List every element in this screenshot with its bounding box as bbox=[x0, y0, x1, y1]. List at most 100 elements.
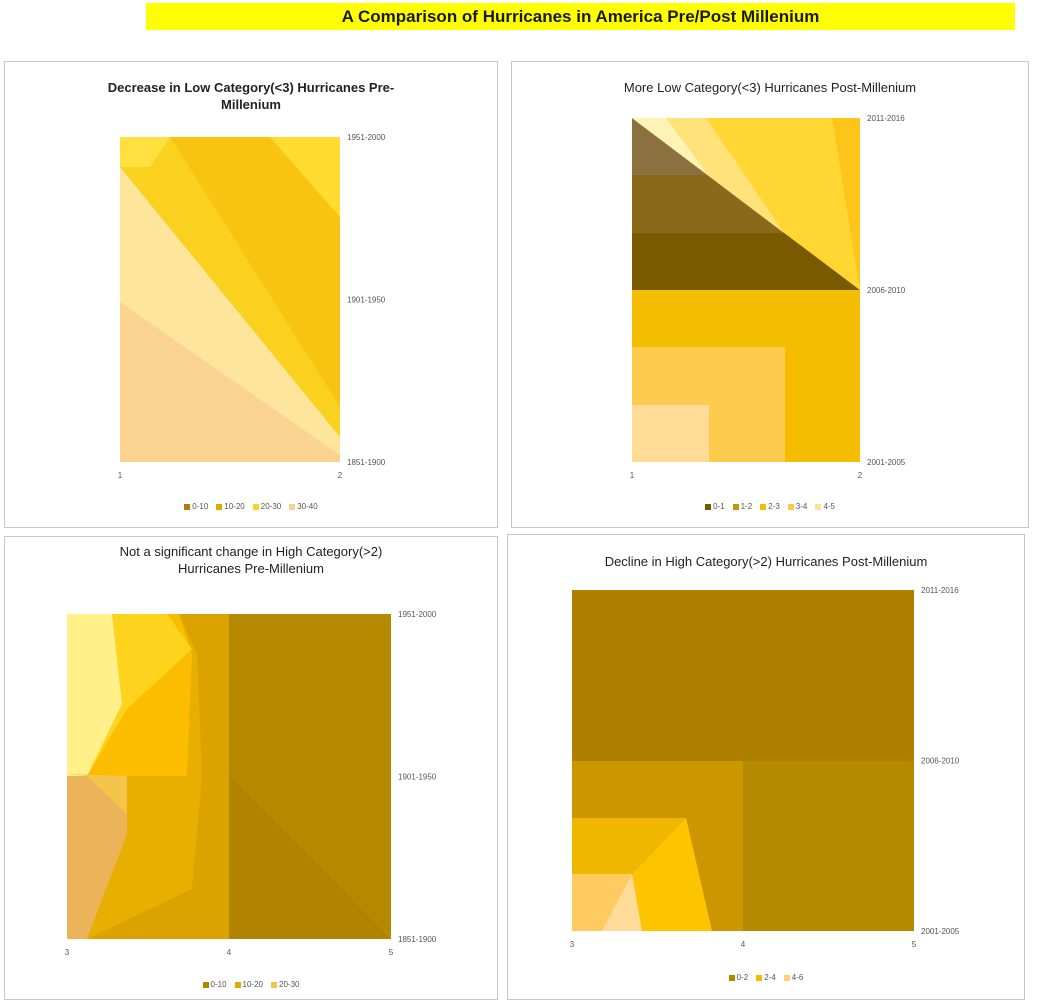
chart-legend: 0-1 1-2 2-3 3-4 4-5 bbox=[512, 502, 1028, 511]
y-tick-label: 2006-2010 bbox=[921, 757, 960, 766]
legend-label: 10-20 bbox=[242, 980, 263, 989]
legend-label: 2-3 bbox=[768, 502, 780, 511]
legend-label: 0-10 bbox=[210, 980, 227, 989]
x-tick-label: 3 bbox=[65, 948, 70, 957]
x-tick-label: 1 bbox=[118, 471, 123, 480]
y-tick-label: 1901-1950 bbox=[398, 773, 437, 782]
legend-swatch bbox=[756, 974, 763, 981]
chart-plot: 3 4 5 1851-1900 1901-1950 1951-2000 bbox=[65, 610, 437, 957]
chart-title: Decline in High Category(>2) Hurricanes … bbox=[604, 554, 928, 569]
chart-legend: 0-10 10-20 20-30 30-40 bbox=[5, 502, 497, 511]
legend-swatch bbox=[289, 503, 296, 510]
legend-swatch bbox=[815, 503, 822, 510]
legend-swatch bbox=[252, 503, 259, 510]
x-tick-label: 2 bbox=[338, 471, 343, 480]
x-tick-label: 1 bbox=[630, 471, 635, 480]
chart-panel-low-post: More Low Category(<3) Hurricanes Post-Mi… bbox=[511, 61, 1029, 528]
chart-panel-high-pre: Not a significant change in High Categor… bbox=[4, 536, 498, 1000]
contour-region bbox=[632, 818, 712, 931]
legend-label: 1-2 bbox=[740, 502, 753, 511]
y-tick-label: 2011-2016 bbox=[867, 114, 905, 123]
y-tick-label: 1851-1900 bbox=[347, 458, 386, 467]
chart-plot: 1 2 2001-2005 2006-2010 2011-2016 bbox=[630, 114, 906, 480]
legend-item: 1-2 bbox=[732, 502, 753, 511]
legend-swatch bbox=[760, 503, 767, 510]
chart-plot: 1 2 1851-1900 1901-1950 1951-2000 bbox=[118, 133, 386, 480]
chart-title: Not a significant change in High Categor… bbox=[119, 544, 383, 576]
y-tick-label: 2006-2010 bbox=[867, 286, 906, 295]
legend-item: 4-6 bbox=[783, 973, 804, 982]
legend-swatch bbox=[787, 503, 794, 510]
y-tick-label: 1851-1900 bbox=[398, 935, 437, 944]
legend-swatch bbox=[271, 981, 277, 988]
y-tick-label: 2001-2005 bbox=[921, 927, 960, 936]
legend-swatch bbox=[234, 981, 241, 988]
legend-item: 20-30 bbox=[252, 502, 282, 511]
contour-region bbox=[632, 118, 708, 175]
contour-region bbox=[67, 774, 127, 814]
contour-region bbox=[120, 137, 170, 167]
x-tick-label: 4 bbox=[741, 940, 746, 949]
legend-label: 2-4 bbox=[764, 973, 776, 982]
legend-swatch bbox=[216, 503, 223, 510]
legend-label: 20-30 bbox=[260, 502, 282, 511]
contour-region bbox=[270, 137, 340, 217]
contour-region bbox=[67, 614, 122, 776]
contour-region bbox=[632, 405, 709, 462]
legend-label: 0-1 bbox=[713, 502, 725, 511]
x-tick-label: 5 bbox=[912, 940, 917, 949]
page-banner-title: A Comparison of Hurricanes in America Pr… bbox=[146, 3, 1015, 30]
legend-label: 4-6 bbox=[791, 973, 804, 982]
legend-label: 0-2 bbox=[736, 973, 749, 982]
legend-swatch bbox=[705, 503, 712, 510]
x-tick-label: 2 bbox=[858, 471, 863, 480]
contour-region bbox=[120, 137, 340, 437]
x-tick-label: 5 bbox=[389, 948, 394, 957]
chart-panel-high-post: Decline in High Category(>2) Hurricanes … bbox=[507, 534, 1025, 1000]
y-tick-label: 1901-1950 bbox=[347, 296, 386, 305]
contour-region bbox=[120, 167, 340, 455]
legend-item: 3-4 bbox=[787, 502, 808, 511]
legend-item: 20-30 bbox=[271, 980, 299, 989]
legend-item: 0-1 bbox=[705, 502, 725, 511]
chart-plot: 3 4 5 2001-2005 2006-2010 2011-2016 bbox=[570, 586, 960, 949]
x-tick-label: 3 bbox=[570, 940, 575, 949]
legend-item: 4-5 bbox=[815, 502, 835, 511]
legend-swatch bbox=[728, 974, 735, 981]
y-tick-label: 1951-2000 bbox=[398, 610, 437, 619]
legend-label: 30-40 bbox=[297, 502, 318, 511]
y-tick-label: 2011-2016 bbox=[921, 586, 959, 595]
legend-label: 3-4 bbox=[795, 502, 808, 511]
legend-item: 10-20 bbox=[234, 980, 263, 989]
chart-legend: 0-2 2-4 4-6 bbox=[508, 973, 1024, 982]
contour-region bbox=[602, 874, 642, 931]
contour-region bbox=[632, 118, 784, 233]
legend-label: 20-30 bbox=[279, 980, 300, 989]
contour-region bbox=[572, 590, 914, 761]
legend-item: 10-20 bbox=[216, 502, 245, 511]
chart-title: More Low Category(<3) Hurricanes Post-Mi… bbox=[623, 80, 917, 95]
chart-title: Decrease in Low Category(<3) Hurricanes … bbox=[107, 80, 395, 112]
contour-region bbox=[170, 137, 340, 407]
legend-item: 2-3 bbox=[760, 502, 780, 511]
legend-item: 0-2 bbox=[728, 973, 749, 982]
legend-item: 2-4 bbox=[756, 973, 776, 982]
chart-panel-low-pre: Decrease in Low Category(<3) Hurricanes … bbox=[4, 61, 498, 528]
contour-region bbox=[67, 776, 127, 939]
legend-label: 10-20 bbox=[224, 502, 245, 511]
legend-label: 4-5 bbox=[823, 502, 835, 511]
contour-region bbox=[572, 818, 686, 874]
chart-legend: 0-10 10-20 20-30 bbox=[5, 980, 497, 989]
legend-item: 0-10 bbox=[202, 980, 227, 989]
legend-label: 0-10 bbox=[192, 502, 209, 511]
y-tick-label: 1951-2000 bbox=[347, 133, 386, 142]
legend-item: 30-40 bbox=[289, 502, 318, 511]
x-tick-label: 4 bbox=[227, 948, 232, 957]
legend-item: 0-10 bbox=[184, 502, 208, 511]
legend-swatch bbox=[783, 974, 790, 981]
contour-region bbox=[229, 776, 391, 939]
legend-swatch bbox=[184, 503, 191, 510]
legend-swatch bbox=[732, 503, 739, 510]
legend-swatch bbox=[202, 981, 209, 988]
y-tick-label: 2001-2005 bbox=[867, 458, 906, 467]
